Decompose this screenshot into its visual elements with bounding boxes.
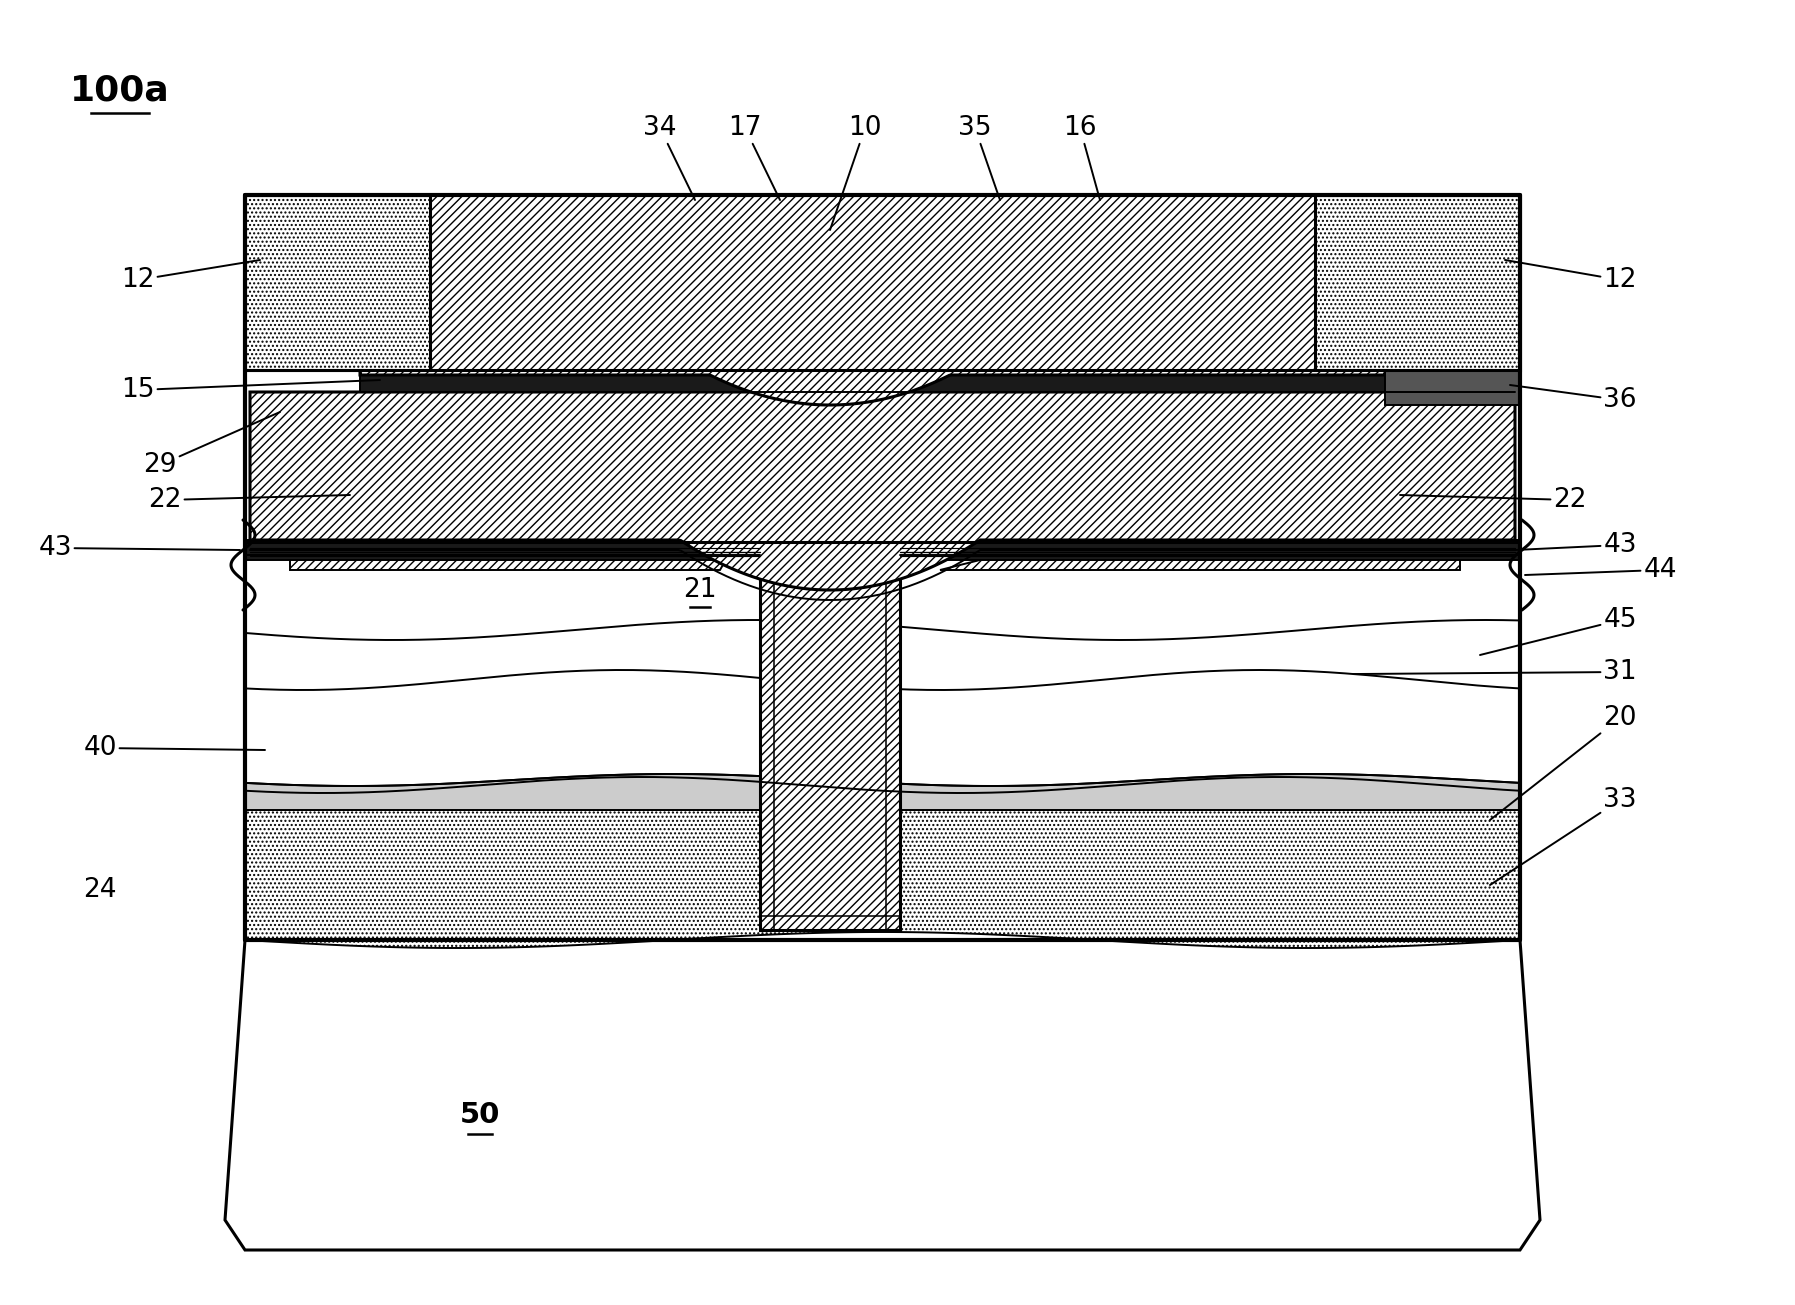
Text: 22: 22 — [149, 487, 350, 513]
Text: 43: 43 — [38, 535, 241, 561]
Polygon shape — [1386, 371, 1520, 405]
Text: 15: 15 — [122, 377, 381, 403]
Text: 12: 12 — [1504, 260, 1637, 294]
Text: 40: 40 — [83, 735, 266, 761]
Text: 16: 16 — [1063, 115, 1100, 200]
Text: 44: 44 — [1526, 557, 1677, 583]
Polygon shape — [759, 555, 899, 930]
Polygon shape — [244, 774, 1520, 810]
Polygon shape — [361, 194, 1386, 405]
Text: 100a: 100a — [70, 73, 171, 107]
Text: 34: 34 — [643, 115, 695, 200]
Polygon shape — [1316, 194, 1520, 371]
Text: 10: 10 — [829, 115, 881, 230]
Polygon shape — [224, 940, 1540, 1250]
Polygon shape — [921, 465, 1459, 570]
Text: 20: 20 — [1490, 705, 1637, 820]
Polygon shape — [244, 810, 1520, 947]
Text: 17: 17 — [729, 115, 781, 200]
Text: 45: 45 — [1481, 607, 1637, 655]
Polygon shape — [250, 392, 1515, 590]
Text: 12: 12 — [122, 260, 260, 294]
Polygon shape — [361, 375, 1386, 392]
Polygon shape — [244, 194, 431, 371]
Text: 29: 29 — [144, 412, 280, 478]
Text: 50: 50 — [460, 1101, 501, 1129]
Text: 33: 33 — [1490, 787, 1637, 885]
Polygon shape — [244, 480, 1520, 780]
Text: 21: 21 — [684, 577, 716, 603]
Text: 43: 43 — [1515, 532, 1637, 559]
Text: 24: 24 — [83, 877, 117, 903]
Text: 36: 36 — [1510, 385, 1637, 412]
Text: 35: 35 — [959, 115, 1000, 200]
Text: 22: 22 — [1400, 487, 1587, 513]
Polygon shape — [291, 465, 740, 570]
Text: 31: 31 — [1353, 659, 1637, 685]
Polygon shape — [244, 540, 1520, 560]
